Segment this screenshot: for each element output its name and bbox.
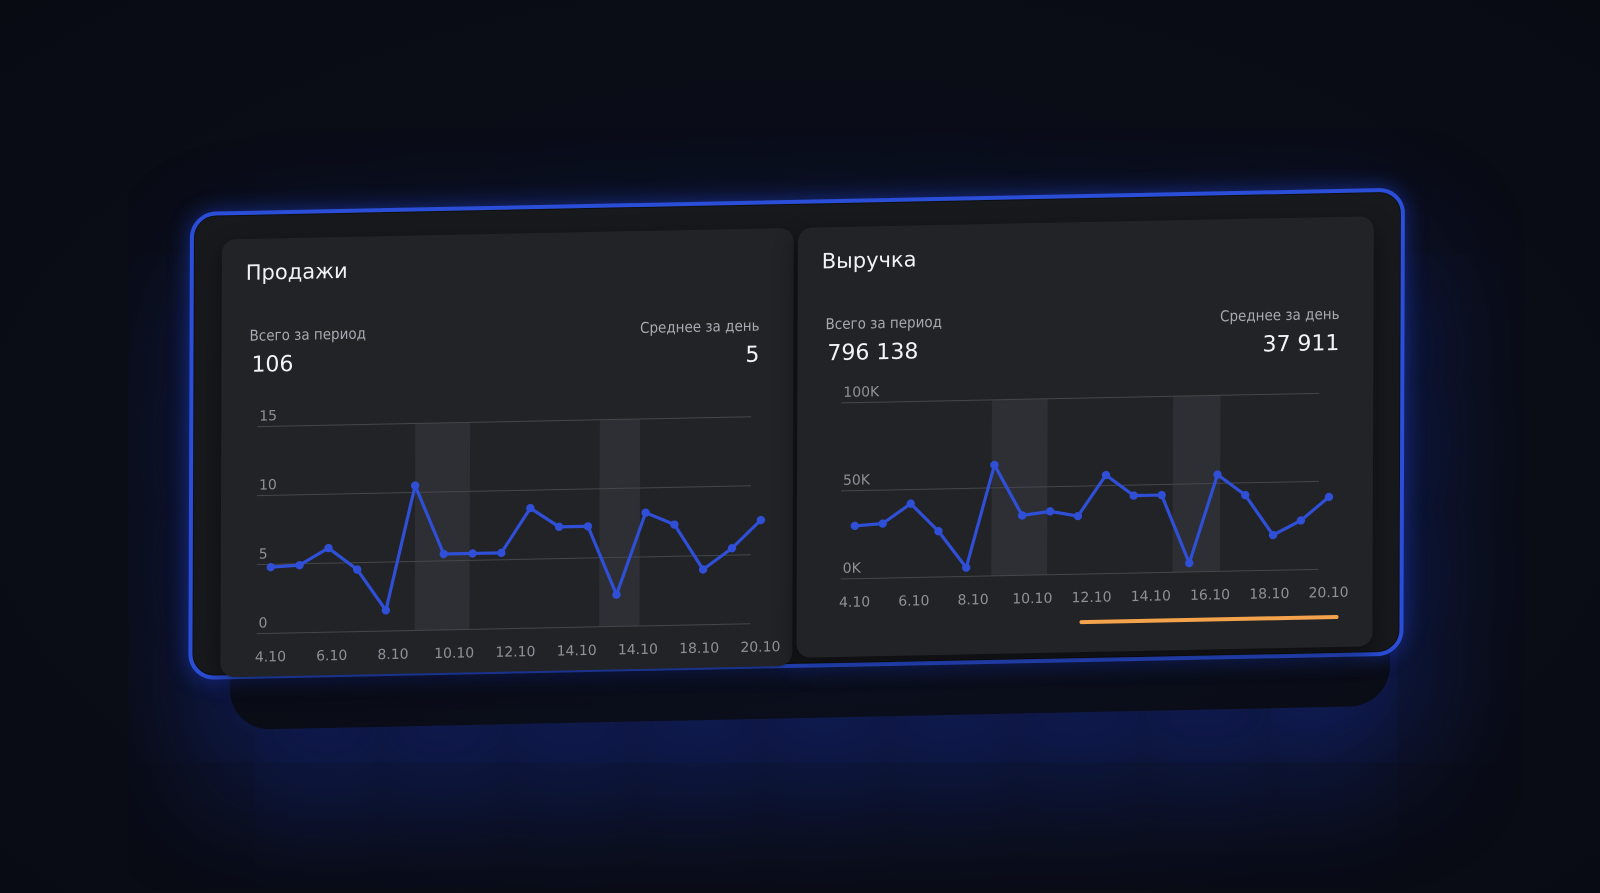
revenue-x-tick-label: 14.10 [1131,588,1171,605]
revenue-data-point [1157,490,1166,500]
sales-x-tick-label: 6.10 [316,648,347,665]
revenue-data-point [1241,490,1250,500]
revenue-selected-range-bar [1079,614,1339,625]
revenue-data-point [1073,511,1083,521]
sales-x-tick-label: 14.10 [618,642,658,659]
revenue-data-point [1324,492,1334,502]
sales-gridline-3 [257,416,752,428]
sales-data-point [324,543,333,553]
sales-data-point [526,503,535,513]
sales-data-point [468,549,477,558]
sales-data-point [410,481,420,490]
revenue-data-point [1045,507,1055,516]
revenue-y-tick-label: 0K [843,561,862,577]
revenue-data-point [1129,491,1138,500]
revenue-y-tick-label: 50K [843,472,871,489]
revenue-data-point [990,460,999,470]
sales-x-tick-label: 14.10 [557,643,597,660]
sales-data-point [266,562,275,572]
revenue-x-tick-label: 12.10 [1072,590,1112,607]
sales-data-point [756,515,766,525]
sales-x-tick-label: 20.10 [740,639,780,656]
sales-y-tick-label: 10 [259,477,277,493]
sales-data-point [381,606,391,615]
sales-data-point [670,520,679,529]
revenue-x-tick-label: 8.10 [957,592,988,609]
revenue-x-tick-label: 6.10 [898,593,929,610]
revenue-x-tick-label: 20.10 [1309,585,1349,602]
revenue-x-tick-label: 18.10 [1249,586,1289,603]
sales-data-point [612,590,621,599]
revenue-x-tick-label: 16.10 [1190,587,1230,604]
revenue-card: Выручка Всего за период Среднее за день … [796,216,1374,658]
sales-data-point [554,522,564,532]
sales-gridline-0 [256,623,751,635]
sales-series-line [269,483,763,612]
sales-x-tick-label: 12.10 [495,644,535,661]
sales-card: Продажи Всего за период Среднее за день … [220,227,794,678]
sales-data-point [583,522,593,531]
sales-y-tick-label: 15 [259,408,277,424]
revenue-data-point [934,527,943,536]
revenue-series-line [853,463,1331,570]
sales-y-tick-label: 5 [259,546,268,562]
revenue-data-point [962,563,971,572]
revenue-data-point [1185,558,1194,568]
sales-y-tick-label: 0 [259,615,268,631]
sales-gridline-2 [257,485,752,497]
sales-x-tick-label: 4.10 [255,649,286,666]
revenue-gridline-1 [840,480,1319,492]
sales-gridline-1 [256,554,751,566]
sales-data-point [698,565,708,574]
sales-data-point [497,548,506,558]
revenue-data-point [1296,516,1306,525]
sales-x-tick-label: 10.10 [434,645,474,662]
revenue-data-point [1101,470,1111,480]
sales-data-point [295,560,304,570]
revenue-data-point [1268,530,1278,540]
revenue-data-point [850,521,860,531]
sales-data-point [727,544,737,553]
revenue-x-tick-label: 4.10 [839,594,870,611]
revenue-data-point [906,499,915,508]
sales-x-tick-label: 8.10 [377,647,408,664]
sales-data-point [353,565,362,574]
revenue-chart: 0K 50K 100K 4.10 6.10 8.10 10.10 12.10 14.10 16.1… [839,384,1349,625]
revenue-gridline-2 [841,392,1320,404]
revenue-data-point [1213,470,1222,479]
sales-x-tick-label: 18.10 [679,640,719,657]
sales-highlight-band-0 [414,422,471,631]
revenue-gridline-0 [840,568,1319,580]
revenue-y-tick-label: 100K [843,384,880,401]
dashboard-frame: Продажи Всего за период Среднее за день … [188,187,1405,681]
revenue-data-point [1017,511,1027,520]
sales-data-point [641,508,650,517]
sales-chart: 0 5 10 15 4.10 6.10 8.10 10.10 12.10 14.10 14.10 18… [255,408,781,678]
sales-data-point [439,549,448,559]
revenue-data-point [878,519,887,528]
revenue-x-tick-label: 10.10 [1012,591,1052,608]
